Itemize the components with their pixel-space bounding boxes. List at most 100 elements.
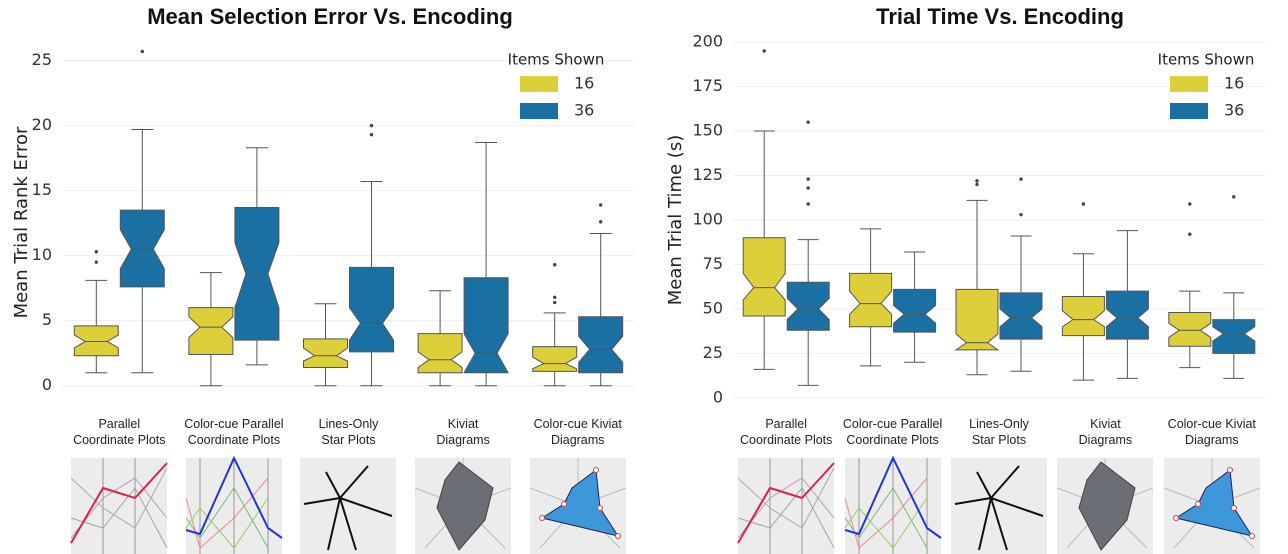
flier (807, 202, 810, 205)
y-axis-label: Mean Trial Time (s) (665, 135, 686, 305)
y-tick-label: 50 (703, 298, 723, 317)
x-tick-label-line: Coordinate Plots (73, 433, 165, 447)
y-tick-label: 200 (692, 32, 723, 51)
x-tick-label-line: Kiviat (448, 417, 479, 431)
box (894, 289, 936, 332)
thumbnail (71, 458, 167, 554)
x-tick-label: Color-cue Kiviat Diagrams (534, 417, 623, 447)
figure: Mean Selection Error Vs. Encoding Mean Tr… (0, 0, 1288, 554)
thumbnail (845, 458, 941, 554)
flier (1019, 213, 1022, 216)
flier (553, 301, 556, 304)
y-tick-label: 25 (32, 50, 52, 69)
flier (599, 203, 602, 206)
x-tick-label-line: Diagrams (1185, 433, 1239, 447)
legend-swatch (1170, 103, 1208, 119)
flier (807, 120, 810, 123)
flier (370, 124, 373, 127)
box (533, 347, 577, 372)
x-tick-label-line: Parallel (98, 417, 140, 431)
thumbnail (1164, 458, 1260, 554)
box (304, 339, 348, 368)
legend-swatch (520, 76, 558, 92)
legend-label: 36 (574, 101, 594, 120)
box (189, 308, 233, 355)
box (418, 334, 462, 373)
flier (553, 263, 556, 266)
box (1106, 291, 1148, 339)
flier (807, 177, 810, 180)
x-tick-label-line: Kiviat (1090, 417, 1121, 431)
thumbnail (1057, 458, 1153, 554)
legend-title: Items Shown (508, 51, 605, 69)
box (464, 278, 508, 373)
box (579, 317, 623, 373)
x-tick-label-line: Lines-Only (969, 417, 1029, 431)
legend-label: 16 (574, 74, 594, 93)
flier (141, 50, 144, 53)
box (787, 282, 829, 330)
thumbnail (530, 458, 626, 554)
flier (599, 220, 602, 223)
x-tick-label-line: Lines-Only (319, 417, 379, 431)
x-tick-label-line: Diagrams (1079, 433, 1133, 447)
box (850, 273, 892, 326)
y-tick-label: 5 (42, 310, 52, 329)
box (956, 289, 998, 349)
y-tick-label: 175 (692, 76, 723, 95)
x-tick-label-line: Coordinate Plots (740, 433, 832, 447)
flier (1188, 202, 1191, 205)
x-tick-label-line: Coordinate Plots (846, 433, 938, 447)
chart-title: Mean Selection Error Vs. Encoding (147, 4, 513, 29)
legend-label: 16 (1224, 74, 1244, 93)
flier (975, 183, 978, 186)
box (350, 267, 394, 352)
flier (975, 179, 978, 182)
box (1213, 320, 1255, 354)
x-tick-label: Lines-Only Star Plots (969, 417, 1029, 447)
legend-label: 36 (1224, 101, 1244, 120)
y-tick-label: 0 (42, 375, 52, 394)
box (743, 238, 785, 316)
legend-swatch (520, 103, 558, 119)
thumbnails (71, 458, 1260, 554)
box (74, 326, 118, 356)
flier (370, 133, 373, 136)
thumbnail (738, 458, 834, 554)
box (120, 210, 164, 287)
thumbnail (415, 458, 511, 554)
x-tick-label: Color-cue Kiviat Diagrams (1168, 417, 1257, 447)
x-tick-label-line: Coordinate Plots (188, 433, 280, 447)
x-tick-label-line: Diagrams (436, 433, 490, 447)
y-tick-label: 20 (32, 115, 52, 134)
x-tick-label-line: Color-cue Kiviat (534, 417, 623, 431)
box (1169, 313, 1211, 347)
y-tick-label: 15 (32, 180, 52, 199)
x-tick-label-line: Star Plots (972, 433, 1026, 447)
y-tick-label: 25 (703, 343, 723, 362)
box (1062, 296, 1104, 335)
flier (95, 250, 98, 253)
x-tick-label: Color-cue Parallel Coordinate Plots (184, 417, 283, 447)
y-tick-label: 100 (692, 210, 723, 229)
x-tick-label-line: Color-cue Parallel (184, 417, 283, 431)
x-tick-label-line: Color-cue Parallel (843, 417, 942, 431)
box (1000, 293, 1042, 339)
y-tick-label: 0 (713, 387, 723, 406)
y-tick-label: 75 (703, 254, 723, 273)
x-tick-label: Color-cue Parallel Coordinate Plots (843, 417, 942, 447)
x-tick-label-line: Star Plots (321, 433, 375, 447)
flier (1019, 177, 1022, 180)
flier (807, 186, 810, 189)
x-tick-label: Kiviat Diagrams (436, 417, 490, 447)
flier (553, 296, 556, 299)
y-tick-label: 150 (692, 121, 723, 140)
x-tick-label-line: Diagrams (551, 433, 605, 447)
y-tick-label: 10 (32, 245, 52, 264)
legend-swatch (1170, 76, 1208, 92)
y-tick-label: 125 (692, 165, 723, 184)
x-tick-label-line: Color-cue Kiviat (1168, 417, 1257, 431)
x-tick-label: Lines-Only Star Plots (319, 417, 379, 447)
thumbnail (951, 458, 1047, 554)
